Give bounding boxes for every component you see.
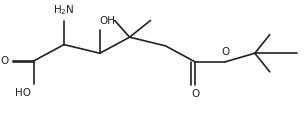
Text: OH: OH [99,16,115,26]
Text: O: O [221,47,229,57]
Text: H$_2$N: H$_2$N [53,4,75,17]
Text: O: O [1,56,9,66]
Text: HO: HO [15,88,31,98]
Text: O: O [191,89,199,99]
